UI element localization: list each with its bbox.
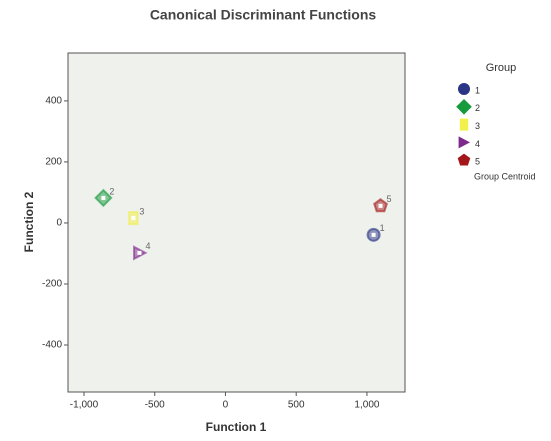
centroid-center <box>137 250 142 255</box>
centroid-center <box>371 232 376 237</box>
x-tick-label: 1,000 <box>354 400 379 411</box>
y-tick-label: 0 <box>56 218 62 229</box>
y-tick-label: 400 <box>45 96 62 107</box>
legend-marker <box>457 153 471 166</box>
x-tick-label: 0 <box>223 400 229 411</box>
legend-label: 2 <box>475 103 480 113</box>
centroid-center <box>378 203 383 208</box>
x-axis-title: Function 1 <box>206 420 267 434</box>
centroid-center <box>101 195 106 200</box>
centroid-label: 2 <box>109 186 114 196</box>
chart-title: Canonical Discriminant Functions <box>150 7 377 23</box>
legend-label: 4 <box>475 139 480 149</box>
legend-marker <box>458 83 470 95</box>
y-tick-label: -400 <box>42 340 62 351</box>
x-tick-label: -1,000 <box>70 400 99 411</box>
legend-marker <box>456 99 472 115</box>
y-tick-label: -200 <box>42 279 62 290</box>
x-tick-label: -500 <box>145 400 165 411</box>
legend-label: 1 <box>475 85 480 95</box>
centroid-label: 3 <box>139 206 144 216</box>
legend-label: 3 <box>475 121 480 131</box>
centroid-label: 5 <box>387 194 392 204</box>
y-tick-label: 200 <box>45 157 62 168</box>
centroid-center <box>131 216 136 221</box>
legend-title: Group <box>486 62 517 74</box>
legend-marker <box>458 136 470 149</box>
y-axis-title: Function 2 <box>22 191 36 252</box>
centroid-label: 4 <box>145 241 150 251</box>
centroid-label: 1 <box>380 223 385 233</box>
x-tick-label: 500 <box>288 400 305 411</box>
plot-area <box>67 52 406 393</box>
legend-centroid-label: Group Centroid <box>474 171 536 181</box>
legend-marker <box>459 118 469 131</box>
legend-label: 5 <box>475 157 480 167</box>
